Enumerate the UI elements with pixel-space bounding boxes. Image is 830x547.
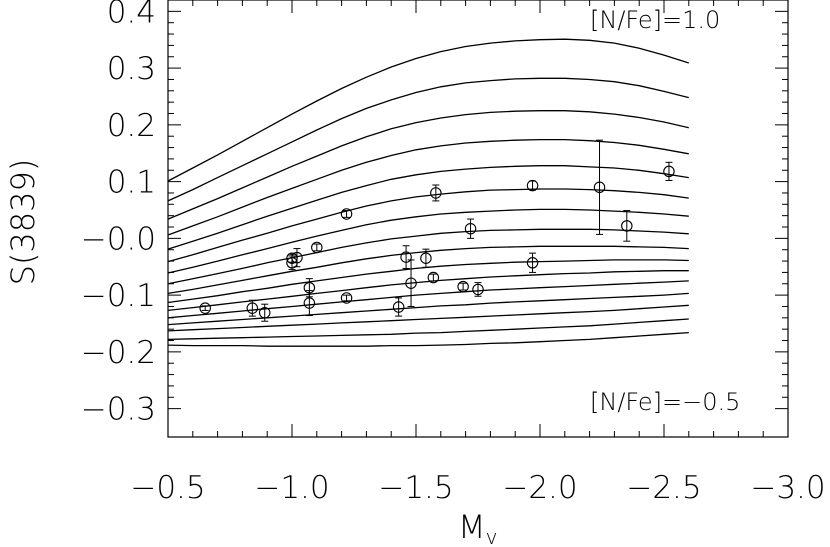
model-curve-2: [167, 110, 689, 220]
y-tick-label-2: 0.2: [107, 108, 156, 144]
point-marker: [199, 302, 211, 314]
point-marker: [621, 220, 633, 232]
data-point-1: [246, 299, 259, 317]
data-points: [199, 139, 675, 322]
x-axis-title-subscript: v: [486, 525, 498, 547]
point-marker: [420, 252, 432, 264]
data-point-11: [392, 297, 405, 317]
data-point-12: [400, 245, 412, 269]
point-marker: [405, 277, 417, 289]
point-marker: [464, 222, 477, 235]
data-point-15: [427, 271, 440, 284]
point-marker: [291, 251, 303, 264]
y-tick-label-6: −0.2: [81, 335, 156, 371]
x-tick-label-3: −2.0: [502, 470, 577, 506]
model-curve-6: [167, 208, 689, 274]
x-tick-label-1: −1.0: [254, 470, 329, 506]
y-tick-label-3: 0.1: [107, 165, 156, 201]
data-point-21: [526, 252, 539, 273]
point-marker: [472, 283, 484, 296]
data-point-20: [526, 179, 539, 192]
y-axis-title: S(3839): [4, 159, 42, 286]
point-marker: [663, 165, 675, 178]
data-point-5: [291, 248, 303, 268]
y-tick-label-4: −0.0: [81, 221, 156, 257]
data-point-2: [258, 303, 271, 322]
x-tick-labels: −0.5 −1.0 −1.5 −2.0 −2.5 −3.0: [130, 470, 825, 506]
data-point-0: [199, 302, 211, 314]
model-curve-8: [167, 245, 689, 295]
point-marker: [392, 301, 405, 313]
point-marker: [340, 292, 353, 304]
x-axis-title-main: M: [458, 508, 486, 546]
data-point-16: [430, 184, 442, 202]
y-tick-label-1: 0.3: [107, 51, 156, 87]
data-point-7: [303, 290, 316, 317]
x-tick-label-2: −1.5: [378, 470, 453, 506]
point-marker: [400, 251, 412, 263]
point-marker: [246, 302, 259, 314]
model-curve-13: [167, 304, 689, 332]
point-marker: [258, 306, 271, 319]
data-point-22: [593, 139, 606, 235]
data-point-24: [663, 161, 675, 181]
point-marker: [303, 297, 316, 309]
point-marker: [526, 257, 539, 269]
model-curve-3: [167, 138, 689, 236]
data-point-17: [457, 280, 469, 293]
model-curve-4: [167, 165, 689, 250]
point-marker: [526, 179, 539, 192]
x-tick-label-4: −2.5: [626, 470, 701, 506]
model-curve-14: [167, 318, 689, 341]
point-marker: [593, 181, 606, 194]
model-curve-15: [167, 331, 689, 347]
x-tick-label-5: −3.0: [750, 470, 825, 506]
x-axis-title: Mv: [458, 508, 497, 547]
point-marker: [430, 187, 442, 199]
data-point-10: [340, 292, 353, 304]
data-point-19: [472, 282, 484, 297]
model-curve-12: [167, 292, 689, 326]
model-curve-7: [167, 228, 689, 285]
model-curve-0: [167, 38, 689, 182]
point-marker: [311, 241, 323, 254]
model-curve-5: [167, 188, 689, 263]
annotation-top: [N/Fe]=1.0: [590, 6, 720, 34]
y-tick-label-0: 0.4: [107, 0, 156, 30]
annotation-bottom: [N/Fe]=−0.5: [590, 388, 740, 416]
point-marker: [427, 271, 440, 284]
y-tick-label-7: −0.3: [81, 392, 156, 428]
data-point-23: [621, 210, 633, 242]
model-curves: [167, 38, 689, 347]
axis-ticks: [167, 0, 789, 437]
y-tick-labels: 0.4 0.3 0.2 0.1 −0.0 −0.1 −0.2 −0.3: [81, 0, 156, 428]
data-point-18: [464, 218, 477, 239]
model-curve-1: [167, 77, 689, 202]
y-tick-label-5: −0.1: [81, 278, 156, 314]
data-point-9: [340, 208, 353, 220]
point-marker: [340, 208, 353, 220]
data-point-14: [420, 248, 432, 268]
x-tick-label-0: −0.5: [130, 470, 205, 506]
data-point-8: [311, 241, 323, 254]
point-marker: [457, 280, 469, 293]
data-point-13: [405, 259, 417, 307]
model-curve-11: [167, 280, 689, 319]
